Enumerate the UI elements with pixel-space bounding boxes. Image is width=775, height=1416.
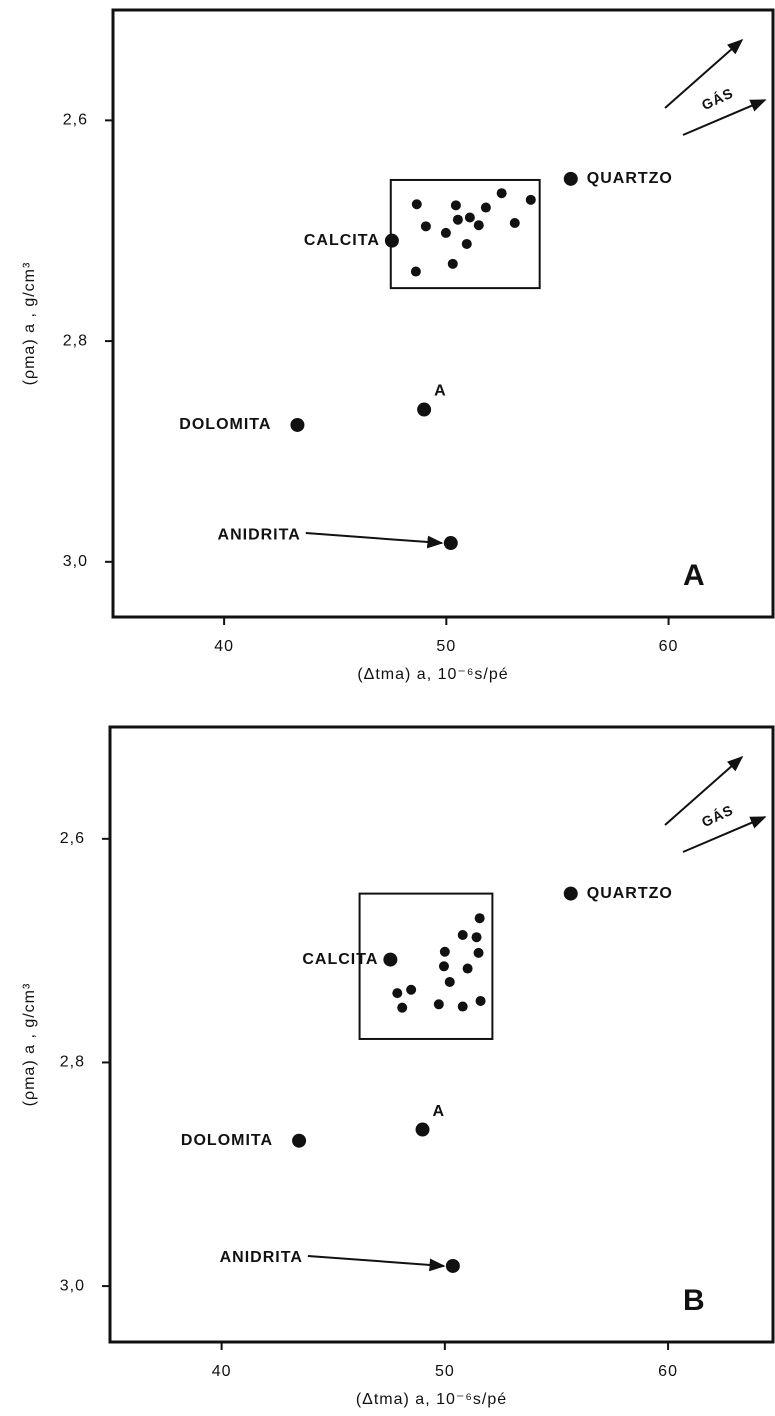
x-tick-label: 60 xyxy=(658,1363,678,1380)
y-tick-label: 2,6 xyxy=(63,112,88,129)
plot-frame xyxy=(111,8,775,619)
data-point xyxy=(496,188,507,199)
data-point xyxy=(480,202,491,213)
mineral-point xyxy=(563,171,578,186)
y-axis-label: (ρma) a , g/cm³ xyxy=(21,983,38,1107)
data-point xyxy=(411,199,422,210)
data-point xyxy=(406,984,417,995)
data-point xyxy=(475,995,486,1006)
data-point xyxy=(461,238,472,249)
mineral-point xyxy=(415,1122,430,1137)
gas-arrow xyxy=(664,38,744,109)
data-point xyxy=(397,1002,408,1013)
data-point xyxy=(457,1001,468,1012)
data-point xyxy=(439,946,450,957)
panel-letter: B xyxy=(683,1284,706,1317)
cluster-box xyxy=(358,892,494,1040)
data-point xyxy=(433,999,444,1010)
data-point xyxy=(462,963,473,974)
y-tick-label: 3,0 xyxy=(63,553,88,570)
gas-arrow xyxy=(682,816,767,853)
y-tick-label: 3,0 xyxy=(60,1277,85,1294)
data-point xyxy=(450,200,461,211)
data-point xyxy=(464,212,475,223)
mineral-label: A xyxy=(433,1103,446,1120)
panel-letter: A xyxy=(683,559,706,592)
mineral-point xyxy=(417,402,432,417)
y-tick-label: 2,8 xyxy=(63,332,88,349)
mineral-point xyxy=(292,1133,307,1148)
data-point xyxy=(509,218,520,229)
mineral-label: DOLOMITA xyxy=(181,1132,273,1149)
data-point xyxy=(440,227,451,238)
x-tick-label: 40 xyxy=(212,1363,232,1380)
y-tick-label: 2,6 xyxy=(60,830,85,847)
data-point xyxy=(438,961,449,972)
data-point xyxy=(525,194,536,205)
x-tick-label: 60 xyxy=(659,638,679,655)
mineral-label: QUARTZO xyxy=(587,170,673,187)
data-point xyxy=(457,929,468,940)
data-point xyxy=(452,214,463,225)
gas-label: GÁS xyxy=(699,802,736,831)
mineral-point xyxy=(563,886,578,901)
x-tick-label: 40 xyxy=(214,638,234,655)
x-axis-label: (Δtma) a, 10⁻⁶s/pé xyxy=(356,1391,507,1408)
data-point xyxy=(444,976,455,987)
mineral-point xyxy=(443,536,458,551)
x-tick-label: 50 xyxy=(436,638,456,655)
gas-arrow xyxy=(664,755,744,826)
x-axis-label: (Δtma) a, 10⁻⁶s/pé xyxy=(357,666,508,683)
gas-arrow xyxy=(682,99,767,136)
label-arrow xyxy=(305,532,444,549)
mineral-label: ANIDRITA xyxy=(220,1249,303,1266)
mineral-point xyxy=(383,952,398,967)
data-point xyxy=(474,913,485,924)
mineral-point xyxy=(290,417,305,432)
data-point xyxy=(471,932,482,943)
data-point xyxy=(410,266,421,277)
plot-frame xyxy=(108,725,775,1344)
mineral-point xyxy=(445,1258,460,1273)
data-point xyxy=(447,258,458,269)
data-point xyxy=(473,220,484,231)
y-axis-label: (ρma) a , g/cm³ xyxy=(21,262,38,386)
mineral-label: A xyxy=(434,383,447,400)
data-point xyxy=(420,221,431,232)
mineral-point xyxy=(384,233,399,248)
mineral-label: DOLOMITA xyxy=(179,416,271,433)
mineral-label: CALCITA xyxy=(302,951,378,968)
data-point xyxy=(473,947,484,958)
mineral-label: CALCITA xyxy=(304,232,380,249)
gas-label: GÁS xyxy=(699,85,736,114)
mineral-label: ANIDRITA xyxy=(218,526,301,543)
data-point xyxy=(392,988,403,999)
x-tick-label: 50 xyxy=(435,1363,455,1380)
y-tick-label: 2,8 xyxy=(60,1054,85,1071)
mineral-label: QUARTZO xyxy=(587,885,673,902)
label-arrow xyxy=(307,1254,446,1272)
